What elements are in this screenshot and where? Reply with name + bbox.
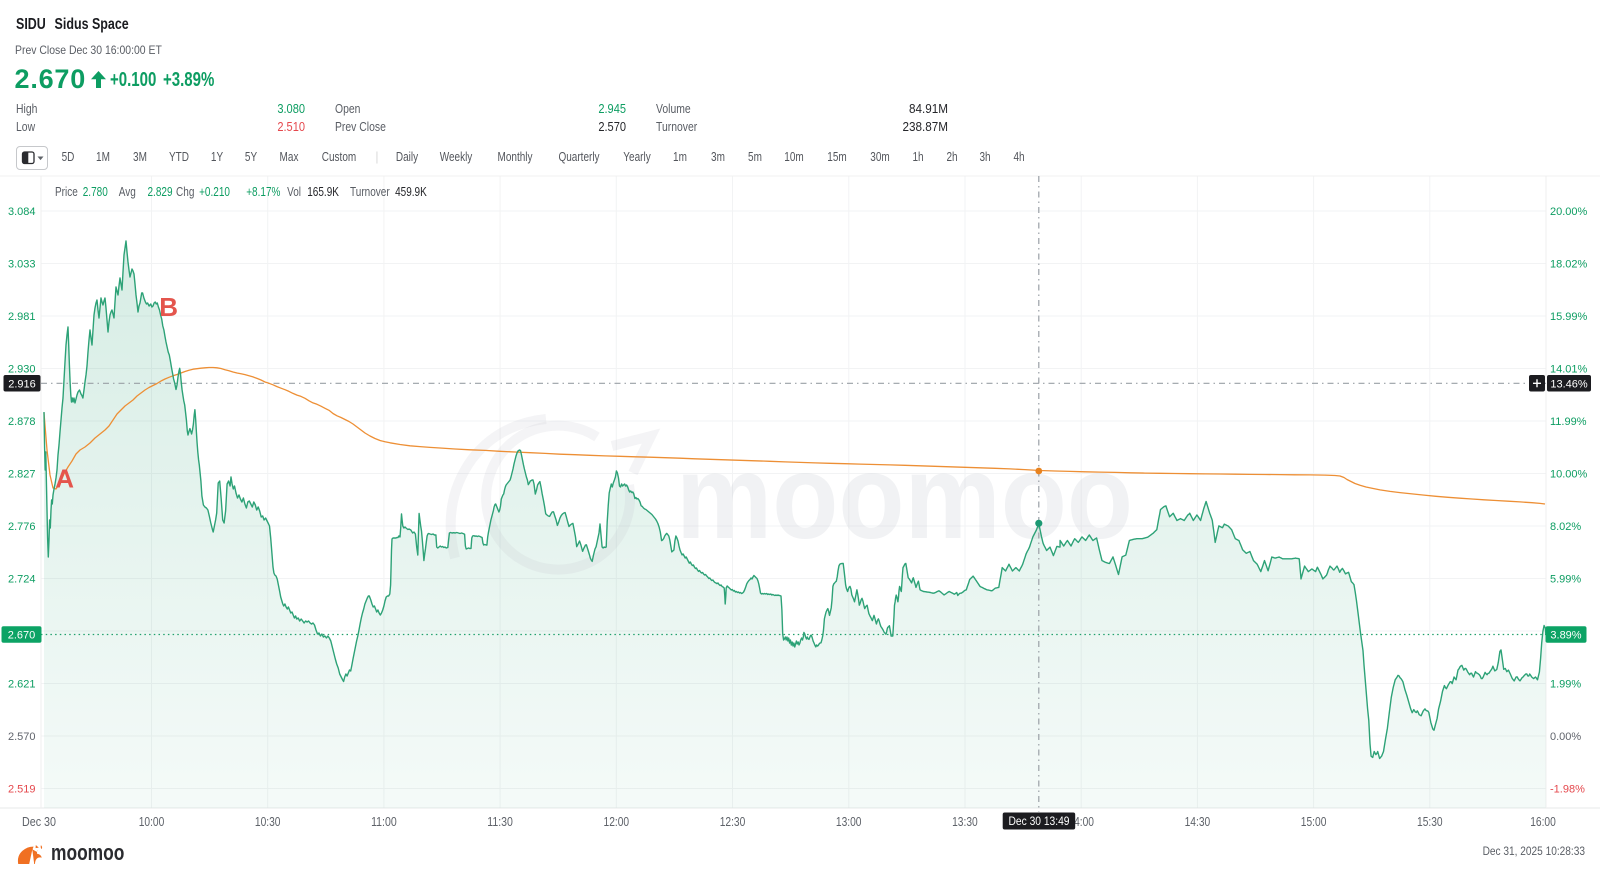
svg-text:11:00: 11:00 <box>371 815 397 829</box>
svg-text:12:30: 12:30 <box>720 815 746 829</box>
svg-text:2.724: 2.724 <box>8 574 36 586</box>
svg-text:13:00: 13:00 <box>836 815 862 829</box>
svg-text:14.01%: 14.01% <box>1550 364 1588 376</box>
svg-text:15.99%: 15.99% <box>1550 311 1588 323</box>
svg-text:18.02%: 18.02% <box>1550 259 1588 271</box>
svg-text:13:30: 13:30 <box>952 815 978 829</box>
svg-text:2.621: 2.621 <box>8 679 36 691</box>
svg-text:2.916: 2.916 <box>8 378 36 390</box>
svg-text:2.670: 2.670 <box>8 630 36 642</box>
svg-text:3.89%: 3.89% <box>1550 630 1581 642</box>
svg-text:10.00%: 10.00% <box>1550 469 1588 481</box>
svg-text:Dec 30 13:49: Dec 30 13:49 <box>1009 816 1070 828</box>
svg-text:15:00: 15:00 <box>1301 815 1327 829</box>
svg-text:2.519: 2.519 <box>8 784 36 796</box>
svg-text:2.570: 2.570 <box>8 731 36 743</box>
svg-text:2.827: 2.827 <box>8 469 36 481</box>
svg-text:A: A <box>55 464 74 494</box>
svg-text:15:30: 15:30 <box>1417 815 1443 829</box>
svg-text:3.084: 3.084 <box>8 206 36 218</box>
svg-text:10:00: 10:00 <box>139 815 165 829</box>
svg-text:20.00%: 20.00% <box>1550 206 1588 218</box>
svg-text:2.930: 2.930 <box>8 364 36 376</box>
svg-text:moomoo: moomoo <box>676 430 1133 564</box>
svg-text:0.00%: 0.00% <box>1550 731 1581 743</box>
svg-text:2.776: 2.776 <box>8 521 36 533</box>
svg-text:Dec 30: Dec 30 <box>22 815 56 829</box>
svg-text:14:30: 14:30 <box>1185 815 1211 829</box>
svg-text:3.033: 3.033 <box>8 259 36 271</box>
svg-text:11.99%: 11.99% <box>1550 416 1587 428</box>
svg-text:11:30: 11:30 <box>487 815 513 829</box>
svg-text:16:00: 16:00 <box>1530 815 1556 829</box>
svg-text:2.878: 2.878 <box>8 416 36 428</box>
svg-text:B: B <box>159 292 178 322</box>
svg-text:13.46%: 13.46% <box>1550 378 1588 390</box>
svg-text:10:30: 10:30 <box>255 815 281 829</box>
svg-text:12:00: 12:00 <box>604 815 630 829</box>
svg-text:1.99%: 1.99% <box>1550 679 1581 691</box>
svg-text:8.02%: 8.02% <box>1550 521 1581 533</box>
svg-text:2.981: 2.981 <box>8 311 36 323</box>
svg-text:-1.98%: -1.98% <box>1550 784 1585 796</box>
svg-text:5.99%: 5.99% <box>1550 574 1581 586</box>
